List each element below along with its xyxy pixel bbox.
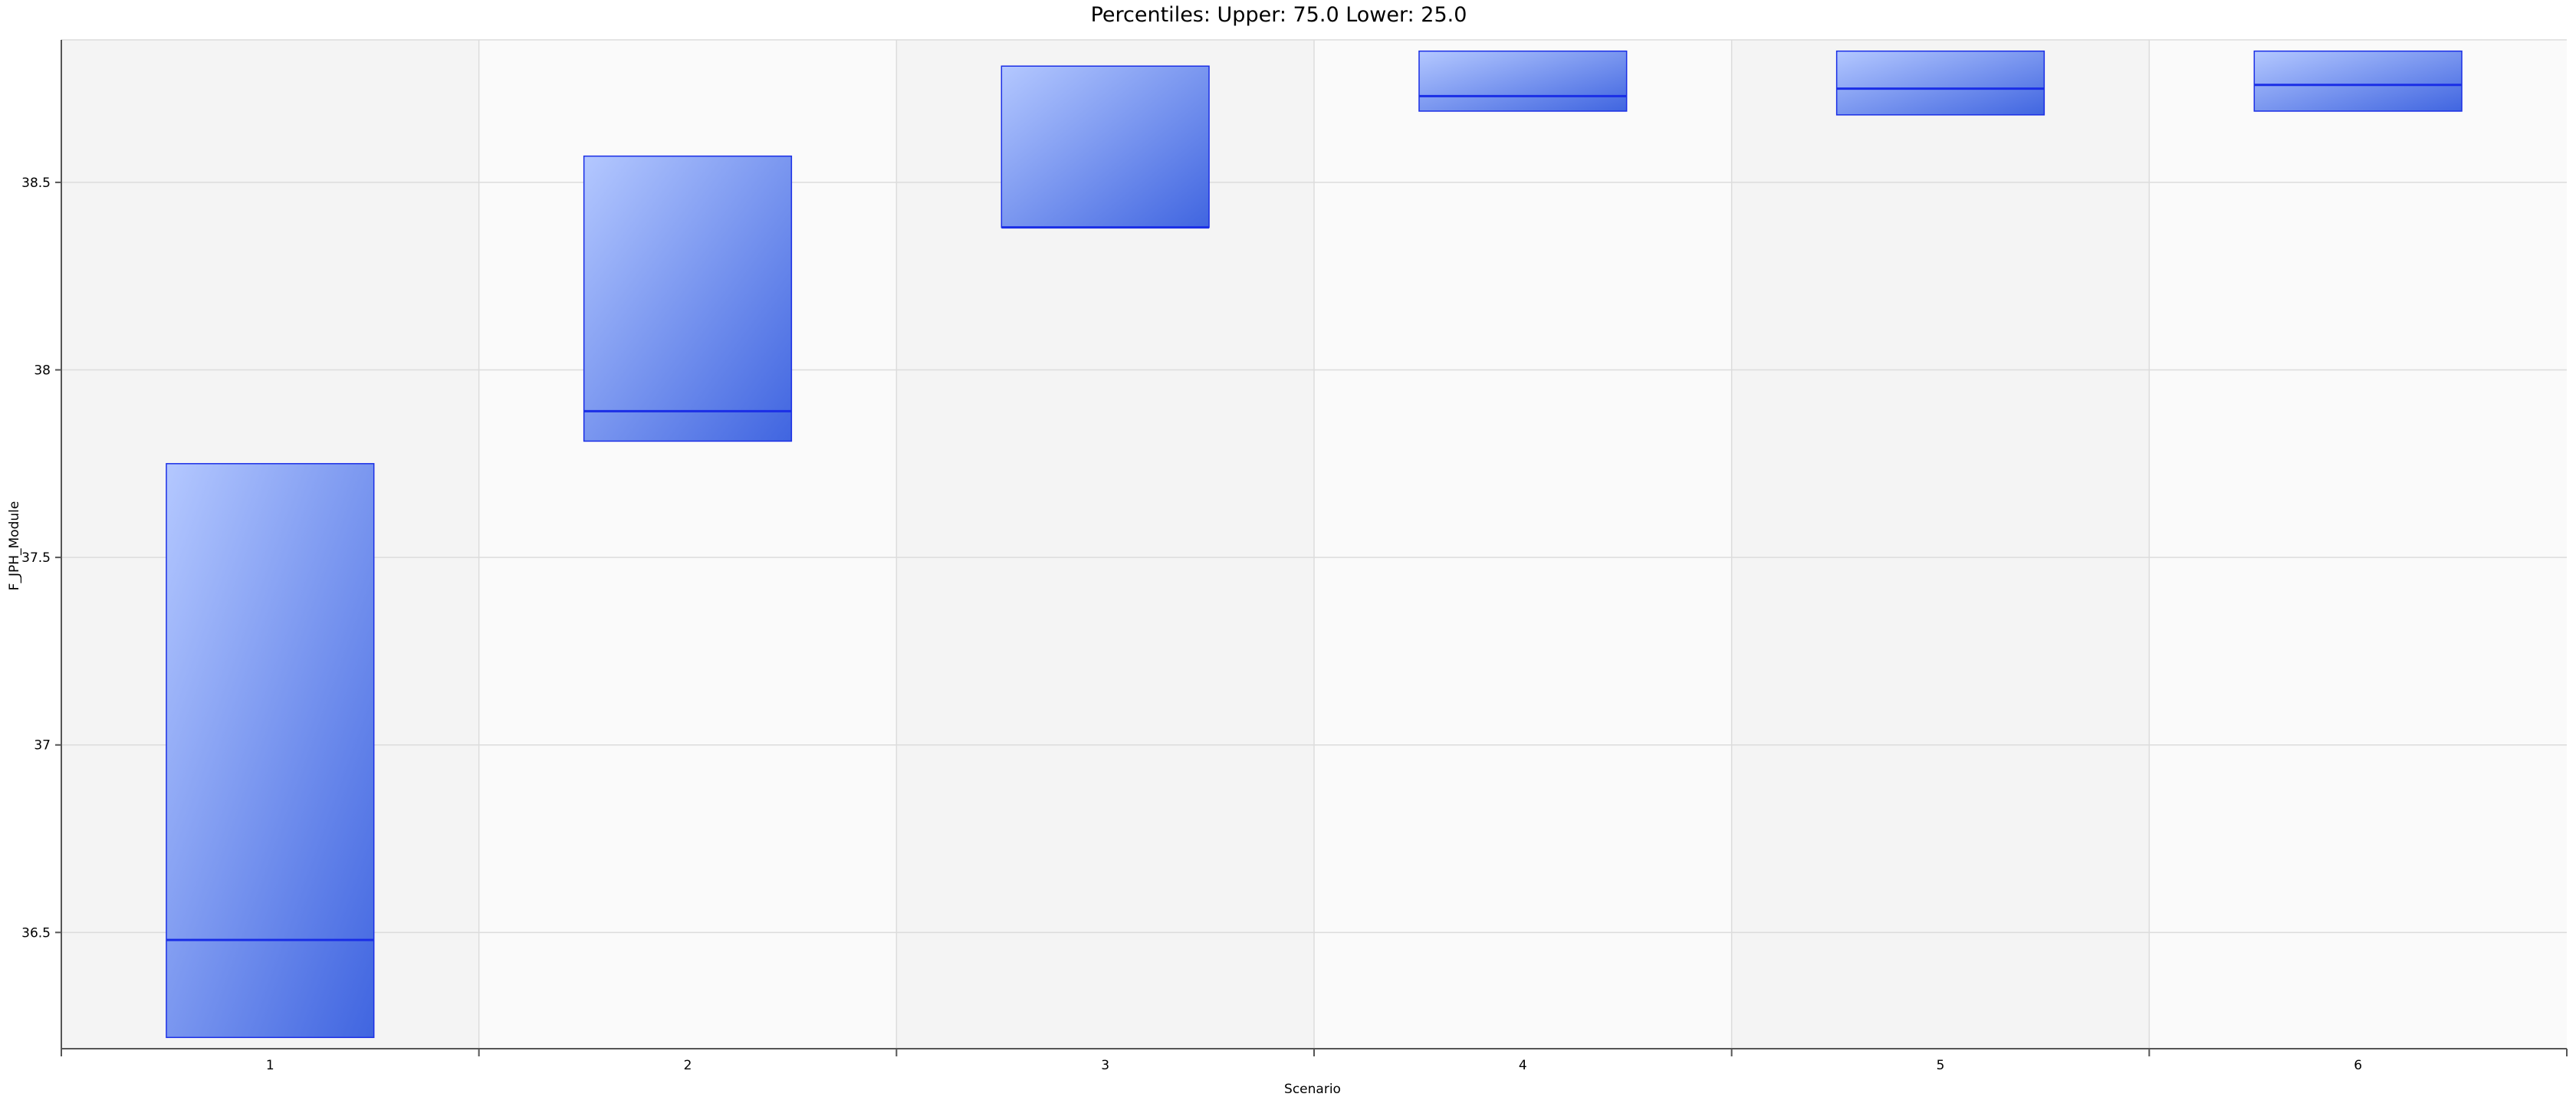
x-tick-label: 4 [1519,1058,1527,1073]
y-tick-label: 37.5 [21,550,51,566]
x-tick-label: 6 [2354,1058,2362,1073]
plot-band [1314,40,1732,1049]
box-5 [1835,50,2045,116]
y-tick-label: 37 [34,738,51,754]
x-tick-label: 5 [1937,1058,1945,1073]
x-tick-label: 2 [684,1058,692,1073]
grid-lines [61,39,2567,1049]
box-4 [1418,50,1628,112]
box-2 [583,155,793,442]
box-3 [1001,65,1210,228]
y-axis-label: F_JPH_Module [7,501,22,591]
plot-band [2149,40,2567,1049]
y-tick-label: 36.5 [21,925,51,941]
plot-band [1731,40,2150,1049]
x-axis-label: Scenario [1284,1082,1341,1097]
x-tick-label: 3 [1101,1058,1109,1073]
y-tick-label: 38 [34,363,51,379]
boxes [166,50,2463,1039]
box-1 [166,463,375,1039]
axes: 36.5 37 37.5 38 38.5 1 2 3 4 5 6 [21,40,2568,1073]
plot-background-bands [61,40,2567,1049]
x-tick-label: 1 [266,1058,274,1073]
box-6 [2253,50,2463,112]
y-tick-label: 38.5 [21,176,51,191]
chart-title: Percentiles: Upper: 75.0 Lower: 25.0 [1091,3,1467,27]
